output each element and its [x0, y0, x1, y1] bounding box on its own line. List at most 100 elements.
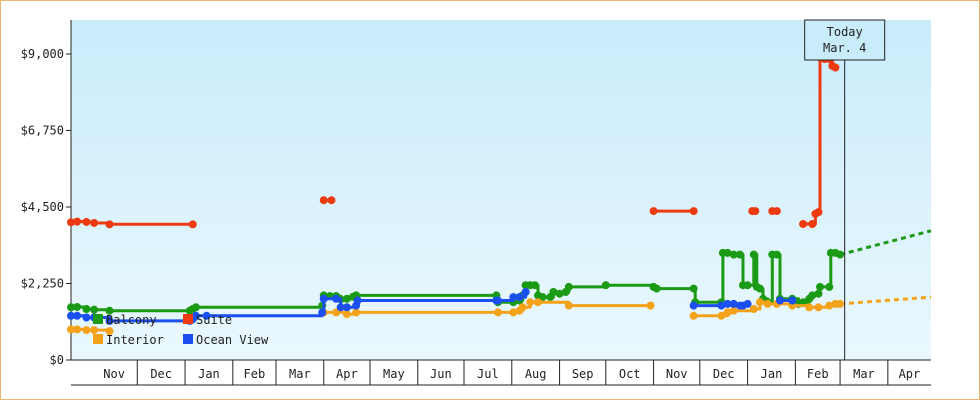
legend-label-interior: Interior [106, 333, 164, 347]
balcony-data-point [555, 289, 564, 298]
interior-data-point [825, 301, 834, 310]
legend-swatch-ocean-view [183, 334, 193, 344]
interior-data-point [90, 326, 99, 335]
balcony-data-point [808, 291, 817, 300]
suite-data-point [808, 220, 817, 228]
interior-data-point [814, 303, 823, 312]
ocean-view-data-point [105, 316, 114, 325]
legend-swatch-balcony [93, 314, 103, 324]
suite-data-point [319, 196, 328, 205]
ocean-view-data-point [775, 296, 784, 305]
interior-data-point [805, 303, 814, 312]
interior-data-point [332, 308, 341, 317]
ocean-view-data-point [318, 308, 327, 317]
x-tick-label: Mar [289, 367, 311, 381]
x-tick-label: Dec [150, 367, 172, 381]
suite-data-point [82, 217, 91, 226]
x-tick-label: Feb [244, 367, 266, 381]
ocean-view-data-point [743, 299, 752, 308]
ocean-view-data-point [493, 296, 502, 305]
x-tick-label: Jan [198, 367, 220, 381]
legend-swatch-interior [93, 334, 103, 344]
interior-data-point [67, 325, 75, 334]
ocean-view-data-point [73, 311, 82, 320]
ocean-view-data-point [509, 293, 518, 302]
balcony-data-point [67, 303, 75, 312]
ocean-view-data-point [202, 311, 211, 320]
suite-data-point [689, 207, 698, 216]
ocean-view-data-point [332, 294, 341, 303]
interior-data-point [749, 305, 758, 313]
today-box [804, 19, 886, 61]
ocean-view-data-point [515, 293, 524, 302]
x-tick-label: Dec [713, 367, 735, 381]
ocean-view-data-point [788, 296, 797, 305]
interior-data-point [105, 327, 114, 336]
x-tick-label: Nov [103, 367, 125, 381]
balcony-data-point [538, 293, 547, 302]
suite-data-point [73, 217, 82, 226]
y-tick-label: $4,500 [21, 200, 64, 214]
balcony-data-point [836, 250, 845, 259]
balcony-data-point [689, 284, 698, 293]
suite-data-point [649, 207, 658, 216]
x-tick-label: Jul [477, 367, 499, 381]
interior-forecast-line [839, 295, 932, 306]
x-tick-label: Apr [899, 367, 921, 381]
interior-data-point [564, 301, 573, 310]
x-tick-label: Apr [336, 367, 358, 381]
balcony-data-point [729, 250, 738, 259]
interior-data-point [342, 310, 351, 319]
y-tick-label: $6,750 [21, 124, 64, 138]
balcony-data-point [814, 289, 823, 298]
balcony-data-point [191, 303, 200, 312]
interior-data-point [836, 299, 845, 308]
suite-data-point [751, 207, 760, 216]
suite-data-point [188, 220, 197, 229]
balcony-data-point [530, 281, 539, 290]
ocean-view-data-point [319, 294, 328, 303]
balcony-data-point [342, 294, 351, 303]
today-label: Today [827, 25, 863, 39]
x-tick-label: Feb [807, 367, 829, 381]
legend-label-suite: Suite [196, 313, 232, 327]
x-tick-label: Sep [572, 367, 594, 381]
balcony-data-point [749, 250, 758, 259]
interior-data-point [82, 326, 91, 335]
y-tick-label: $9,000 [21, 47, 64, 61]
balcony-forecast-line [839, 229, 932, 257]
ocean-view-data-point [717, 301, 726, 310]
ocean-view-data-point [336, 303, 345, 312]
suite-data-point [67, 218, 75, 227]
suite-data-point [90, 218, 99, 227]
legend-label-ocean-view: Ocean View [196, 333, 269, 347]
x-tick-label: Oct [619, 367, 641, 381]
ocean-view-data-point [82, 313, 91, 322]
ocean-view-data-point [342, 303, 351, 312]
interior-data-point [533, 298, 542, 307]
interior-data-point [729, 306, 738, 315]
x-tick-label: Mar [853, 367, 875, 381]
ocean-view-data-point [729, 299, 738, 308]
interior-data-point [73, 325, 82, 334]
suite-data-point [327, 196, 336, 205]
balcony-data-point [772, 250, 781, 259]
interior-data-point [352, 308, 361, 317]
balcony-data-point [82, 305, 91, 313]
suite-data-point [772, 207, 781, 216]
ocean-view-data-point [191, 311, 200, 320]
interior-data-point [723, 308, 732, 317]
legend-label-balcony: Balcony [106, 313, 157, 327]
interior-data-point [518, 303, 527, 312]
today-date-label: Mar. 4 [823, 41, 866, 55]
y-tick-label: $0 [50, 353, 64, 367]
y-tick-label: $2,250 [21, 277, 64, 291]
balcony-data-point [743, 281, 752, 290]
x-tick-label: May [383, 367, 405, 381]
interior-data-point [689, 311, 698, 320]
balcony-data-point [816, 282, 825, 291]
suite-data-point [799, 220, 808, 228]
interior-data-point [646, 301, 655, 310]
balcony-data-point [90, 305, 99, 314]
